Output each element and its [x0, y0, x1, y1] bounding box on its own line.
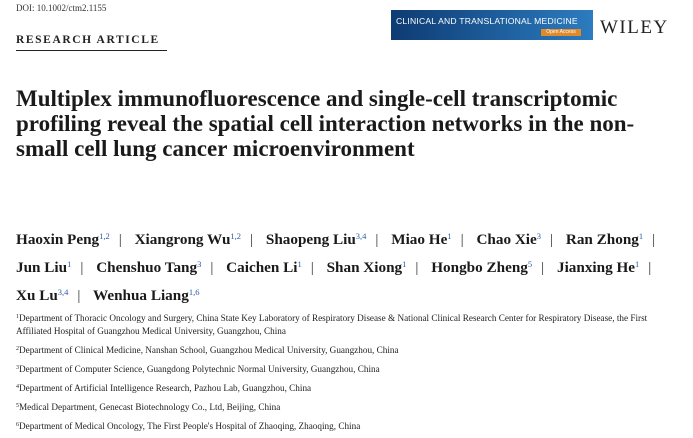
author-name[interactable]: Jianxing He [556, 259, 636, 276]
author-affiliation-marker[interactable]: 3,4 [355, 231, 367, 241]
author-separator: | [310, 259, 314, 276]
author-name[interactable]: Jun Liu [16, 259, 68, 276]
author-separator: | [375, 231, 379, 248]
publisher-logo[interactable]: WILEY [600, 17, 669, 38]
author-affiliation-marker[interactable]: 1 [297, 259, 302, 269]
affiliation-item: 2Department of Clinical Medicine, Nansha… [16, 343, 656, 357]
affiliation-item: 1Department of Thoracic Oncology and Sur… [16, 311, 656, 337]
author-list: Haoxin Peng1,2 | Xiangrong Wu1,2 | Shaopen… [16, 224, 681, 308]
author-name[interactable]: Shan Xiong [326, 259, 403, 276]
affiliation-text: Department of Artificial Intelligence Re… [19, 382, 312, 393]
author-separator: | [648, 259, 652, 276]
affiliation-number: 4 [16, 383, 19, 390]
author-separator: | [652, 231, 656, 248]
author-separator: | [550, 231, 554, 248]
affiliation-text: Medical Department, Genecast Biotechnolo… [19, 401, 281, 412]
author-name[interactable]: Xu Lu [16, 287, 58, 304]
affiliation-number: 2 [16, 345, 19, 352]
author-name[interactable]: Chao Xie [476, 231, 537, 248]
author-separator: | [415, 259, 419, 276]
author-separator: | [541, 259, 545, 276]
author-name[interactable]: Ran Zhong [565, 231, 639, 248]
affiliation-number: 5 [16, 402, 19, 409]
author-name[interactable]: Haoxin Peng [16, 231, 100, 248]
author-affiliation-marker[interactable]: 3 [536, 231, 542, 241]
author-name[interactable]: Chenshuo Tang [96, 259, 198, 276]
author-affiliation-marker[interactable]: 1 [447, 231, 452, 241]
affiliation-number: 3 [16, 364, 19, 371]
affiliation-item: 3Department of Computer Science, Guangdo… [16, 362, 656, 376]
author-name[interactable]: Xiangrong Wu [134, 231, 231, 248]
open-access-badge: Open Access [541, 29, 581, 36]
affiliation-number: 1 [16, 314, 19, 320]
author-separator: | [460, 231, 464, 248]
author-separator: | [118, 231, 122, 248]
author-affiliation-marker[interactable]: 1 [402, 259, 407, 269]
author-affiliation-marker[interactable]: 5 [527, 259, 533, 269]
doi-text: DOI: 10.1002/ctm2.1155 [16, 3, 107, 13]
author-separator: | [250, 231, 254, 248]
affiliation-item: 6Department of Medical Oncology, The Fir… [16, 419, 656, 433]
author-name[interactable]: Wenhua Liang [93, 287, 189, 304]
author-affiliation-marker[interactable]: 1 [635, 259, 640, 269]
affiliation-list: 1Department of Thoracic Oncology and Sur… [16, 311, 656, 438]
affiliation-item: 4Department of Artificial Intelligence R… [16, 381, 656, 395]
author-name[interactable]: Shaopeng Liu [265, 231, 356, 248]
affiliation-item: 5Medical Department, Genecast Biotechnol… [16, 400, 656, 414]
author-name[interactable]: Miao He [391, 231, 448, 248]
article-type-underline [16, 50, 167, 51]
affiliation-text: Department of Medical Oncology, The Firs… [19, 420, 361, 431]
author-affiliation-marker[interactable]: 1,2 [99, 231, 110, 241]
author-separator: | [80, 259, 84, 276]
author-affiliation-marker[interactable]: 1 [638, 231, 644, 241]
author-separator: | [77, 287, 81, 304]
author-name[interactable]: Hongbo Zheng [431, 259, 528, 276]
journal-name: CLINICAL AND TRANSLATIONAL MEDICINE [396, 16, 578, 26]
author-separator: | [210, 259, 214, 276]
affiliation-text: Department of Computer Science, Guangdon… [19, 363, 380, 374]
author-name[interactable]: Caichen Li [226, 259, 298, 276]
affiliation-text: Department of Clinical Medicine, Nanshan… [19, 344, 399, 355]
author-affiliation-marker[interactable]: 3,4 [57, 287, 69, 297]
author-affiliation-marker[interactable]: 1,2 [230, 231, 242, 241]
article-title: Multiplex immunofluorescence and single-… [16, 86, 635, 161]
author-affiliation-marker[interactable]: 3 [197, 259, 202, 269]
author-affiliation-marker[interactable]: 1 [67, 259, 72, 269]
article-type-label: RESEARCH ARTICLE [16, 34, 160, 46]
journal-banner[interactable]: CLINICAL AND TRANSLATIONAL MEDICINE Open… [391, 10, 593, 40]
affiliation-text: Department of Thoracic Oncology and Surg… [16, 313, 648, 336]
author-affiliation-marker[interactable]: 1,6 [188, 287, 200, 297]
affiliation-number: 6 [16, 421, 19, 428]
